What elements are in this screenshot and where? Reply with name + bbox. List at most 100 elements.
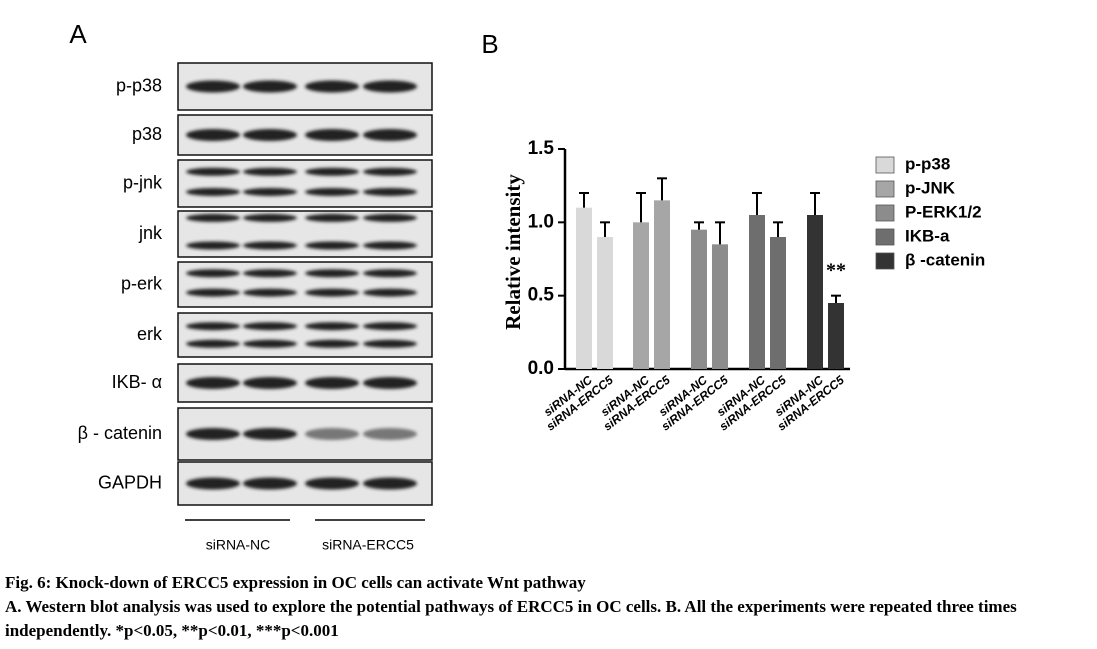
- blot-label: p-jnk: [123, 172, 163, 192]
- band: [243, 288, 297, 297]
- band: [243, 322, 297, 331]
- legend-label: P-ERK1/2: [905, 202, 982, 221]
- band: [363, 167, 417, 176]
- blot-bands: [186, 428, 417, 440]
- band: [305, 477, 359, 490]
- blot-bands: [186, 213, 417, 250]
- band: [186, 187, 240, 196]
- caption: Fig. 6: Knock-down of ERCC5 expression i…: [5, 571, 1065, 643]
- blot-bands: [186, 167, 417, 196]
- blot-bands: [186, 269, 417, 297]
- band: [186, 322, 240, 331]
- band: [305, 167, 359, 176]
- band: [186, 80, 240, 93]
- panel-label: A: [69, 19, 87, 49]
- blot-label: p-erk: [121, 273, 163, 293]
- band: [243, 377, 297, 389]
- band: [305, 80, 359, 93]
- band: [305, 428, 359, 440]
- band: [363, 213, 417, 222]
- band: [363, 377, 417, 389]
- blot-label: p38: [132, 124, 162, 144]
- lane-label: siRNA-NC: [206, 537, 271, 553]
- band: [243, 428, 297, 440]
- legend-label: β -catenin: [905, 250, 985, 269]
- panel-label: B: [481, 29, 498, 59]
- blot-bands: [186, 80, 417, 93]
- caption-text: A. Western blot analysis was used to exp…: [5, 597, 1017, 640]
- band: [186, 377, 240, 389]
- blot-background: [177, 159, 433, 208]
- legend-swatch: [875, 180, 895, 198]
- band: [186, 269, 240, 278]
- legend-label: p-p38: [905, 154, 950, 173]
- lane-label: siRNA-ERCC5: [322, 537, 414, 553]
- bar: [770, 237, 786, 369]
- legend-label: IKB-a: [905, 226, 950, 245]
- y-tick-label: 1.0: [528, 211, 554, 232]
- band: [186, 288, 240, 297]
- band: [186, 241, 240, 250]
- y-tick-label: 1.5: [528, 138, 555, 159]
- legend-swatch: [875, 252, 895, 270]
- band: [186, 167, 240, 176]
- blot-label: p-p38: [116, 75, 162, 95]
- legend-swatch: [875, 204, 895, 222]
- blot-bands: [186, 377, 417, 389]
- bar: [576, 207, 592, 369]
- blot-label: β - catenin: [78, 423, 162, 443]
- band: [243, 80, 297, 93]
- band: [363, 241, 417, 250]
- significance-label: **: [826, 259, 846, 281]
- band: [186, 213, 240, 222]
- bar: [654, 200, 670, 369]
- band: [186, 129, 240, 141]
- band: [363, 288, 417, 297]
- bar: [749, 215, 765, 369]
- bar: [633, 222, 649, 369]
- band: [305, 269, 359, 278]
- band: [305, 241, 359, 250]
- band: [243, 129, 297, 141]
- band: [305, 187, 359, 196]
- band: [363, 80, 417, 93]
- blot-label: GAPDH: [98, 472, 162, 492]
- band: [186, 477, 240, 490]
- band: [186, 428, 240, 440]
- band: [305, 129, 359, 141]
- band: [243, 213, 297, 222]
- blot-bands: [186, 322, 417, 348]
- band: [186, 339, 240, 348]
- blot-bands: [186, 129, 417, 141]
- band: [243, 167, 297, 176]
- band: [243, 339, 297, 348]
- band: [363, 269, 417, 278]
- blot-label: jnk: [138, 223, 163, 243]
- band: [243, 269, 297, 278]
- blot-background: [177, 261, 433, 308]
- band: [305, 213, 359, 222]
- bar: [807, 215, 823, 369]
- band: [305, 377, 359, 389]
- blot-bands: [186, 477, 417, 490]
- y-axis-label: Relative intensity: [501, 174, 525, 330]
- band: [363, 428, 417, 440]
- legend-swatch: [875, 228, 895, 246]
- bar: [712, 244, 728, 369]
- band: [363, 129, 417, 141]
- bar: [828, 303, 844, 369]
- blot-label: IKB- α: [112, 372, 162, 392]
- band: [243, 187, 297, 196]
- legend-label: p-JNK: [905, 178, 956, 197]
- bar: [597, 237, 613, 369]
- legend-swatch: [875, 156, 895, 174]
- y-tick-label: 0.5: [528, 285, 555, 306]
- blot-label: erk: [137, 324, 163, 344]
- band: [363, 477, 417, 490]
- band: [305, 288, 359, 297]
- band: [363, 187, 417, 196]
- band: [243, 241, 297, 250]
- band: [363, 322, 417, 331]
- y-tick-label: 0.0: [528, 358, 554, 379]
